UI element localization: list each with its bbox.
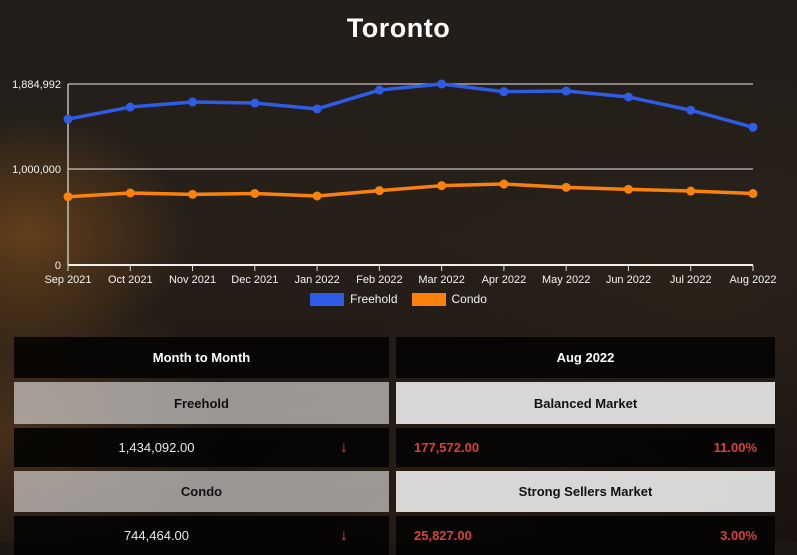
data-point-freehold [63, 114, 73, 124]
data-point-condo [374, 186, 384, 196]
condo-down-arrow-icon: ↓ [340, 526, 348, 544]
freehold-value: 1,434,092.00 [118, 440, 195, 455]
data-point-condo [63, 192, 73, 202]
legend-item-condo[interactable]: Condo [411, 292, 487, 306]
chart-line-condo [66, 182, 755, 199]
legend-item-freehold[interactable]: Freehold [310, 292, 398, 306]
row-label-condo: Condo [14, 471, 389, 512]
data-point-condo [437, 181, 447, 191]
x-axis-label: Dec 2021 [231, 274, 278, 286]
data-point-condo [748, 189, 758, 199]
condo-change-value: 25,827.00 [414, 528, 472, 543]
data-point-freehold [686, 105, 696, 115]
data-point-freehold [437, 79, 447, 89]
x-axis-label: Nov 2021 [169, 274, 216, 286]
data-point-condo [623, 184, 633, 194]
data-point-condo [561, 182, 571, 192]
data-point-freehold [561, 86, 571, 96]
x-axis-label: Sep 2021 [44, 274, 91, 286]
condo-change-cell: 25,827.00 3.00% [396, 516, 775, 555]
market-status-freehold: Balanced Market [396, 382, 775, 424]
condo-value-cell: 744,464.00 ↓ [14, 516, 389, 555]
x-axis-label: Mar 2022 [418, 274, 464, 286]
market-status-condo: Strong Sellers Market [396, 471, 775, 512]
legend-swatch-freehold [310, 292, 345, 306]
freehold-change-cell: 177,572.00 11.00% [396, 428, 775, 467]
price-trend-chart: 0 1,000,000 1,884,992 Sep 2021 Oct 2021 Nov 2… [12, 79, 776, 286]
x-axis-label: Feb 2022 [356, 274, 402, 286]
data-point-freehold [623, 92, 633, 102]
legend-label-condo: Condo [451, 292, 487, 306]
freehold-down-arrow-icon: ↓ [340, 438, 348, 456]
x-axis-label: Apr 2022 [482, 274, 527, 286]
data-point-freehold [499, 87, 509, 97]
data-point-freehold [188, 97, 198, 107]
chart-line-freehold [66, 82, 755, 130]
y-axis-label: 1,884,992 [12, 79, 61, 91]
freehold-change-percent: 11.00% [713, 440, 757, 455]
data-point-condo [686, 186, 696, 196]
legend-swatch-condo [411, 292, 446, 306]
data-point-condo [250, 188, 260, 198]
condo-value: 744,464.00 [123, 528, 190, 543]
period-header: Aug 2022 [396, 337, 775, 378]
legend-label-freehold: Freehold [350, 292, 398, 306]
data-point-condo [499, 179, 509, 189]
data-point-condo [188, 189, 198, 199]
page-title: Toronto [346, 13, 451, 43]
freehold-value-cell: 1,434,092.00 ↓ [14, 428, 389, 467]
data-point-condo [312, 191, 322, 201]
row-label-freehold: Freehold [14, 382, 389, 424]
data-point-condo [125, 188, 135, 198]
x-axis-label: Jul 2022 [670, 274, 712, 286]
month-to-month-header: Month to Month [14, 337, 389, 378]
condo-change-percent: 3.00% [720, 528, 757, 543]
x-axis-label: Jun 2022 [606, 274, 651, 286]
data-point-freehold [125, 102, 135, 112]
x-axis-label: May 2022 [542, 274, 590, 286]
x-axis-label: Oct 2021 [108, 274, 153, 286]
data-point-freehold [374, 85, 384, 95]
data-point-freehold [250, 98, 260, 108]
data-point-freehold [312, 104, 322, 114]
x-axis-label: Aug 2022 [729, 274, 776, 286]
y-axis-label: 0 [55, 260, 61, 272]
y-axis-label: 1,000,000 [12, 164, 61, 176]
x-axis-label: Jan 2022 [294, 274, 339, 286]
market-table: Month to Month Aug 2022 Freehold Balance… [14, 337, 776, 555]
freehold-change-value: 177,572.00 [414, 440, 480, 455]
data-point-freehold [748, 122, 758, 132]
chart-legend: Freehold Condo [0, 292, 797, 306]
